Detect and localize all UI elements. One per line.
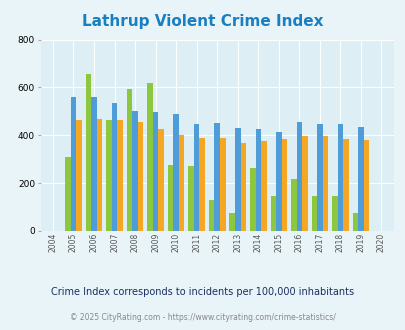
Bar bbox=[234, 128, 240, 231]
Bar bbox=[301, 136, 307, 231]
Bar bbox=[260, 141, 266, 231]
Bar bbox=[188, 166, 194, 231]
Text: Crime Index corresponds to incidents per 100,000 inhabitants: Crime Index corresponds to incidents per… bbox=[51, 287, 354, 297]
Bar bbox=[209, 200, 214, 231]
Bar bbox=[138, 122, 143, 231]
Bar bbox=[117, 120, 123, 231]
Bar bbox=[270, 196, 275, 231]
Bar bbox=[158, 129, 164, 231]
Bar bbox=[296, 122, 301, 231]
Bar bbox=[249, 168, 255, 231]
Bar bbox=[179, 135, 184, 231]
Bar bbox=[132, 112, 138, 231]
Bar bbox=[275, 132, 281, 231]
Bar bbox=[147, 83, 152, 231]
Bar bbox=[106, 120, 111, 231]
Text: Lathrup Violent Crime Index: Lathrup Violent Crime Index bbox=[82, 14, 323, 29]
Bar bbox=[96, 118, 102, 231]
Text: © 2025 CityRating.com - https://www.cityrating.com/crime-statistics/: © 2025 CityRating.com - https://www.city… bbox=[70, 313, 335, 322]
Bar bbox=[255, 129, 260, 231]
Bar bbox=[76, 120, 81, 231]
Bar bbox=[152, 112, 158, 231]
Bar bbox=[220, 138, 225, 231]
Bar bbox=[357, 127, 363, 231]
Bar bbox=[126, 89, 132, 231]
Bar bbox=[311, 196, 316, 231]
Bar bbox=[214, 123, 220, 231]
Bar bbox=[70, 97, 76, 231]
Bar bbox=[240, 143, 245, 231]
Bar bbox=[331, 196, 337, 231]
Bar bbox=[316, 124, 322, 231]
Bar bbox=[167, 165, 173, 231]
Bar bbox=[290, 179, 296, 231]
Bar bbox=[337, 124, 342, 231]
Bar bbox=[352, 213, 357, 231]
Bar bbox=[65, 157, 70, 231]
Bar bbox=[85, 74, 91, 231]
Bar bbox=[281, 139, 286, 231]
Bar bbox=[342, 139, 348, 231]
Bar bbox=[322, 136, 327, 231]
Bar bbox=[229, 213, 234, 231]
Bar bbox=[363, 140, 369, 231]
Bar bbox=[111, 103, 117, 231]
Bar bbox=[91, 97, 96, 231]
Bar bbox=[194, 124, 199, 231]
Bar bbox=[199, 138, 205, 231]
Bar bbox=[173, 114, 179, 231]
